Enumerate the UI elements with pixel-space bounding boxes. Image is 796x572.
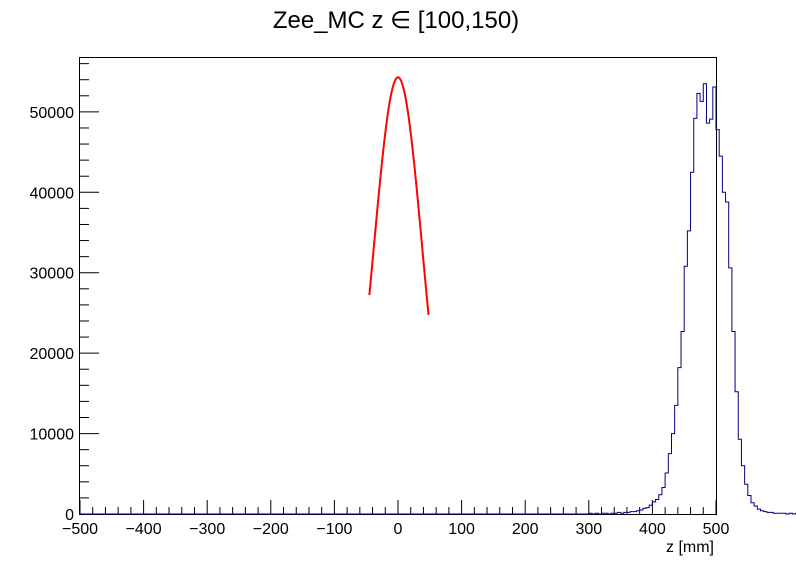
x-tick-label: 300: [575, 521, 602, 538]
x-tick-label: −300: [189, 521, 225, 538]
series-layer: [80, 76, 796, 515]
chart-title: Zee_MC z ∈ [100,150): [273, 7, 519, 34]
x-axis: −500 −400 −300 −200 −100 0 100 200 300 400 500: [62, 500, 729, 538]
y-tick-label: 30000: [30, 266, 75, 283]
x-axis-label: z [mm]: [666, 539, 714, 556]
histogram-line: [80, 83, 796, 515]
x-tick-label: −500: [62, 521, 98, 538]
x-tick-label: 100: [448, 521, 475, 538]
y-axis: 0 10000 20000 30000 40000 50000: [30, 63, 99, 524]
x-tick-label: 500: [703, 521, 730, 538]
x-tick-label: −100: [316, 521, 352, 538]
x-tick-label: 0: [394, 521, 403, 538]
x-tick-label: 200: [512, 521, 539, 538]
x-tick-label: 400: [639, 521, 666, 538]
x-tick-label: −200: [253, 521, 289, 538]
y-tick-label: 10000: [30, 427, 75, 444]
x-tick-label: −400: [126, 521, 162, 538]
y-tick-label: 0: [65, 507, 74, 524]
y-tick-label: 40000: [30, 185, 75, 202]
y-tick-label: 20000: [30, 346, 75, 363]
y-tick-label: 50000: [30, 105, 75, 122]
gaussian-fit-curve: [368, 76, 430, 315]
